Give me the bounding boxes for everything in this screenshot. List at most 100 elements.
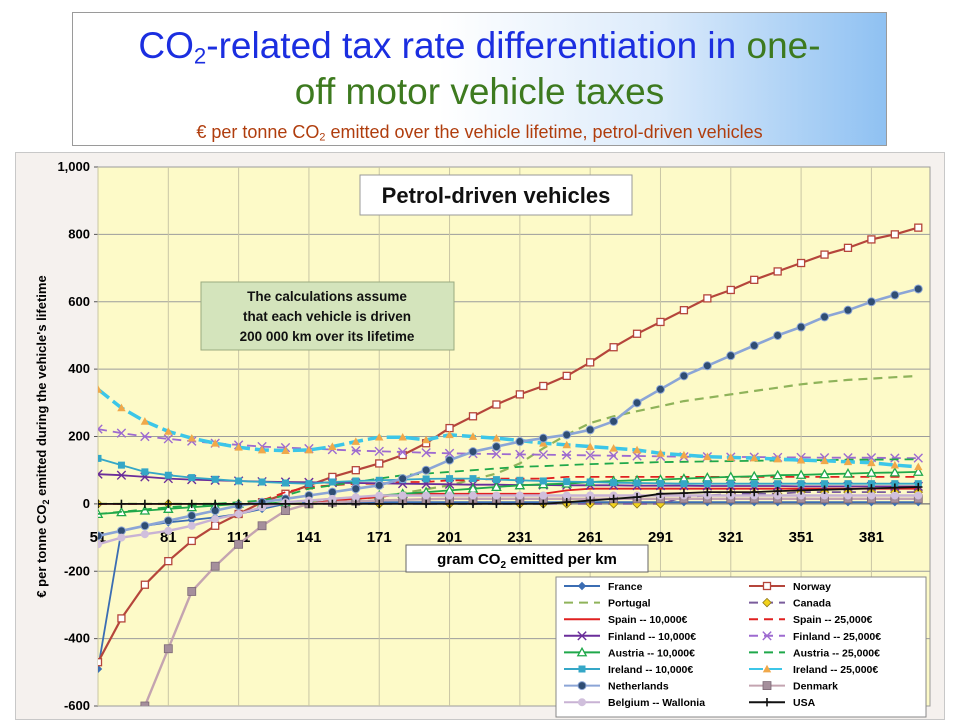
data-point-shape xyxy=(656,449,665,457)
data-point-shape xyxy=(586,478,594,486)
data-point-shape xyxy=(210,439,220,447)
data-point-shape xyxy=(821,480,829,488)
data-point xyxy=(375,476,383,484)
data-point-shape xyxy=(890,290,900,300)
data-point xyxy=(163,644,173,654)
data-point-shape xyxy=(397,447,408,457)
data-point-shape xyxy=(468,412,478,421)
data-point xyxy=(608,451,619,461)
data-point-shape xyxy=(679,306,689,315)
data-point-shape xyxy=(762,664,772,673)
line-chart: -600-400-20002004006008001,0005181111141… xyxy=(34,159,931,718)
data-point-shape xyxy=(445,423,454,433)
data-point xyxy=(515,437,525,447)
data-point xyxy=(609,416,619,426)
data-point-shape xyxy=(749,341,759,351)
data-point-shape xyxy=(585,442,595,450)
data-point-shape xyxy=(328,494,337,503)
data-point xyxy=(820,485,829,494)
data-point xyxy=(750,487,759,497)
legend-label: Finland -- 10,000€ xyxy=(608,631,696,643)
data-point xyxy=(844,480,852,488)
data-point-shape xyxy=(655,384,665,394)
data-point xyxy=(141,468,149,476)
data-point xyxy=(562,440,571,449)
data-point xyxy=(680,480,688,488)
x-tick-label: 231 xyxy=(507,529,532,546)
data-point xyxy=(468,447,478,457)
data-point-shape xyxy=(234,443,243,451)
legend-item: Spain -- 10,000€ xyxy=(564,614,688,626)
data-point-shape xyxy=(351,484,361,494)
data-point xyxy=(867,491,876,500)
data-point xyxy=(164,556,173,566)
data-point xyxy=(469,475,477,483)
data-point-shape xyxy=(98,473,103,479)
data-point-shape xyxy=(539,491,548,500)
data-point-shape xyxy=(562,440,571,449)
data-point xyxy=(632,329,642,338)
data-point xyxy=(773,267,782,276)
data-point-shape xyxy=(305,480,313,488)
data-point-shape xyxy=(492,400,501,409)
data-point-shape xyxy=(586,358,595,367)
data-point xyxy=(562,371,571,381)
data-point xyxy=(375,432,384,441)
data-point xyxy=(281,446,290,455)
data-point-shape xyxy=(515,437,525,447)
legend-label: USA xyxy=(793,697,816,709)
data-point-shape xyxy=(234,509,243,518)
data-point-shape xyxy=(117,614,126,623)
data-point xyxy=(562,491,571,500)
data-point xyxy=(774,480,782,488)
data-point-shape xyxy=(351,493,360,502)
legend-item: France xyxy=(564,581,643,593)
data-point xyxy=(397,447,408,457)
x-tick-label: 351 xyxy=(789,529,814,546)
data-point xyxy=(305,480,313,488)
slide-title-line2: off motor vehicle taxes xyxy=(294,71,665,112)
data-point-shape xyxy=(116,470,127,480)
data-point-shape xyxy=(351,466,360,475)
legend-label: Ireland -- 10,000€ xyxy=(608,664,693,676)
data-point xyxy=(890,460,900,469)
data-point xyxy=(585,496,595,505)
data-point-shape xyxy=(913,453,923,463)
data-point xyxy=(539,477,547,485)
data-point-shape xyxy=(140,580,150,589)
data-point-shape xyxy=(258,478,266,486)
data-point xyxy=(796,455,806,464)
data-point-shape xyxy=(98,531,103,541)
data-point xyxy=(422,491,431,500)
legend-item: Spain -- 25,000€ xyxy=(749,614,873,626)
data-point xyxy=(468,412,478,421)
data-point-shape xyxy=(820,312,830,322)
data-point xyxy=(866,467,877,477)
y-tick-label: -400 xyxy=(64,631,90,646)
data-point-shape xyxy=(797,480,805,488)
data-point-shape xyxy=(796,455,806,464)
data-point-shape xyxy=(773,330,783,340)
data-point xyxy=(98,499,103,509)
data-point-shape xyxy=(98,658,103,667)
data-point-shape xyxy=(796,322,806,332)
data-point xyxy=(421,435,431,444)
data-point-shape xyxy=(514,479,526,490)
data-point-shape xyxy=(679,450,689,459)
data-point xyxy=(187,587,197,596)
data-point xyxy=(843,484,853,494)
data-point-shape xyxy=(422,491,431,500)
data-point-shape xyxy=(140,417,150,425)
x-axis-label: gram CO2 emitted per km xyxy=(437,551,617,571)
legend-label: Canada xyxy=(793,598,831,610)
annotation-line: The calculations assume xyxy=(247,289,407,304)
data-point xyxy=(914,491,923,500)
data-point xyxy=(210,439,220,447)
data-point xyxy=(187,499,196,509)
data-point xyxy=(492,433,501,442)
data-point-shape xyxy=(164,427,173,435)
data-point xyxy=(140,499,150,509)
data-point xyxy=(211,475,219,483)
data-point-shape xyxy=(235,477,243,485)
x-axis-label-part: emitted per km xyxy=(506,551,617,568)
